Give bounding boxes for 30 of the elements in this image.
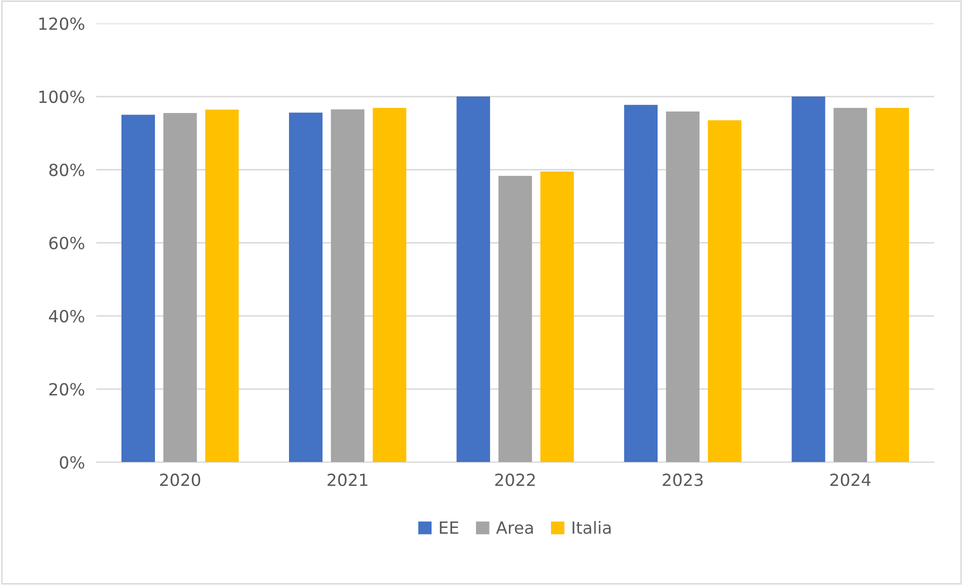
legend-label: Area bbox=[496, 522, 533, 534]
bar bbox=[792, 96, 826, 462]
bar bbox=[666, 112, 700, 462]
bar bbox=[121, 114, 155, 462]
bar bbox=[498, 176, 532, 462]
bar bbox=[624, 104, 658, 462]
bar bbox=[288, 112, 323, 462]
legend-label: Italia bbox=[572, 521, 611, 534]
bar bbox=[708, 120, 742, 462]
x-tick-label: 2023 bbox=[662, 474, 703, 486]
y-tick-label: 0% bbox=[60, 456, 84, 469]
y-tick-label: 40% bbox=[48, 310, 84, 322]
x-tick-label: 2024 bbox=[830, 474, 871, 486]
y-tick-label: 120% bbox=[39, 17, 84, 30]
x-tick-label: 2020 bbox=[160, 474, 200, 486]
bar bbox=[372, 108, 406, 462]
y-tick-label: 80% bbox=[49, 164, 84, 176]
y-tick-label: 20% bbox=[49, 382, 84, 396]
x-tick-label: 2022 bbox=[495, 474, 535, 486]
y-tick-label: 60% bbox=[49, 236, 84, 250]
bar bbox=[205, 110, 239, 462]
bar bbox=[540, 171, 574, 462]
bar bbox=[163, 112, 197, 462]
y-tick-label: 100% bbox=[39, 90, 84, 104]
bar bbox=[456, 96, 490, 462]
x-tick-label: 2021 bbox=[328, 474, 368, 486]
bar bbox=[875, 108, 909, 462]
bar bbox=[834, 108, 868, 462]
legend-label: EE bbox=[440, 522, 458, 534]
bar bbox=[330, 109, 364, 462]
